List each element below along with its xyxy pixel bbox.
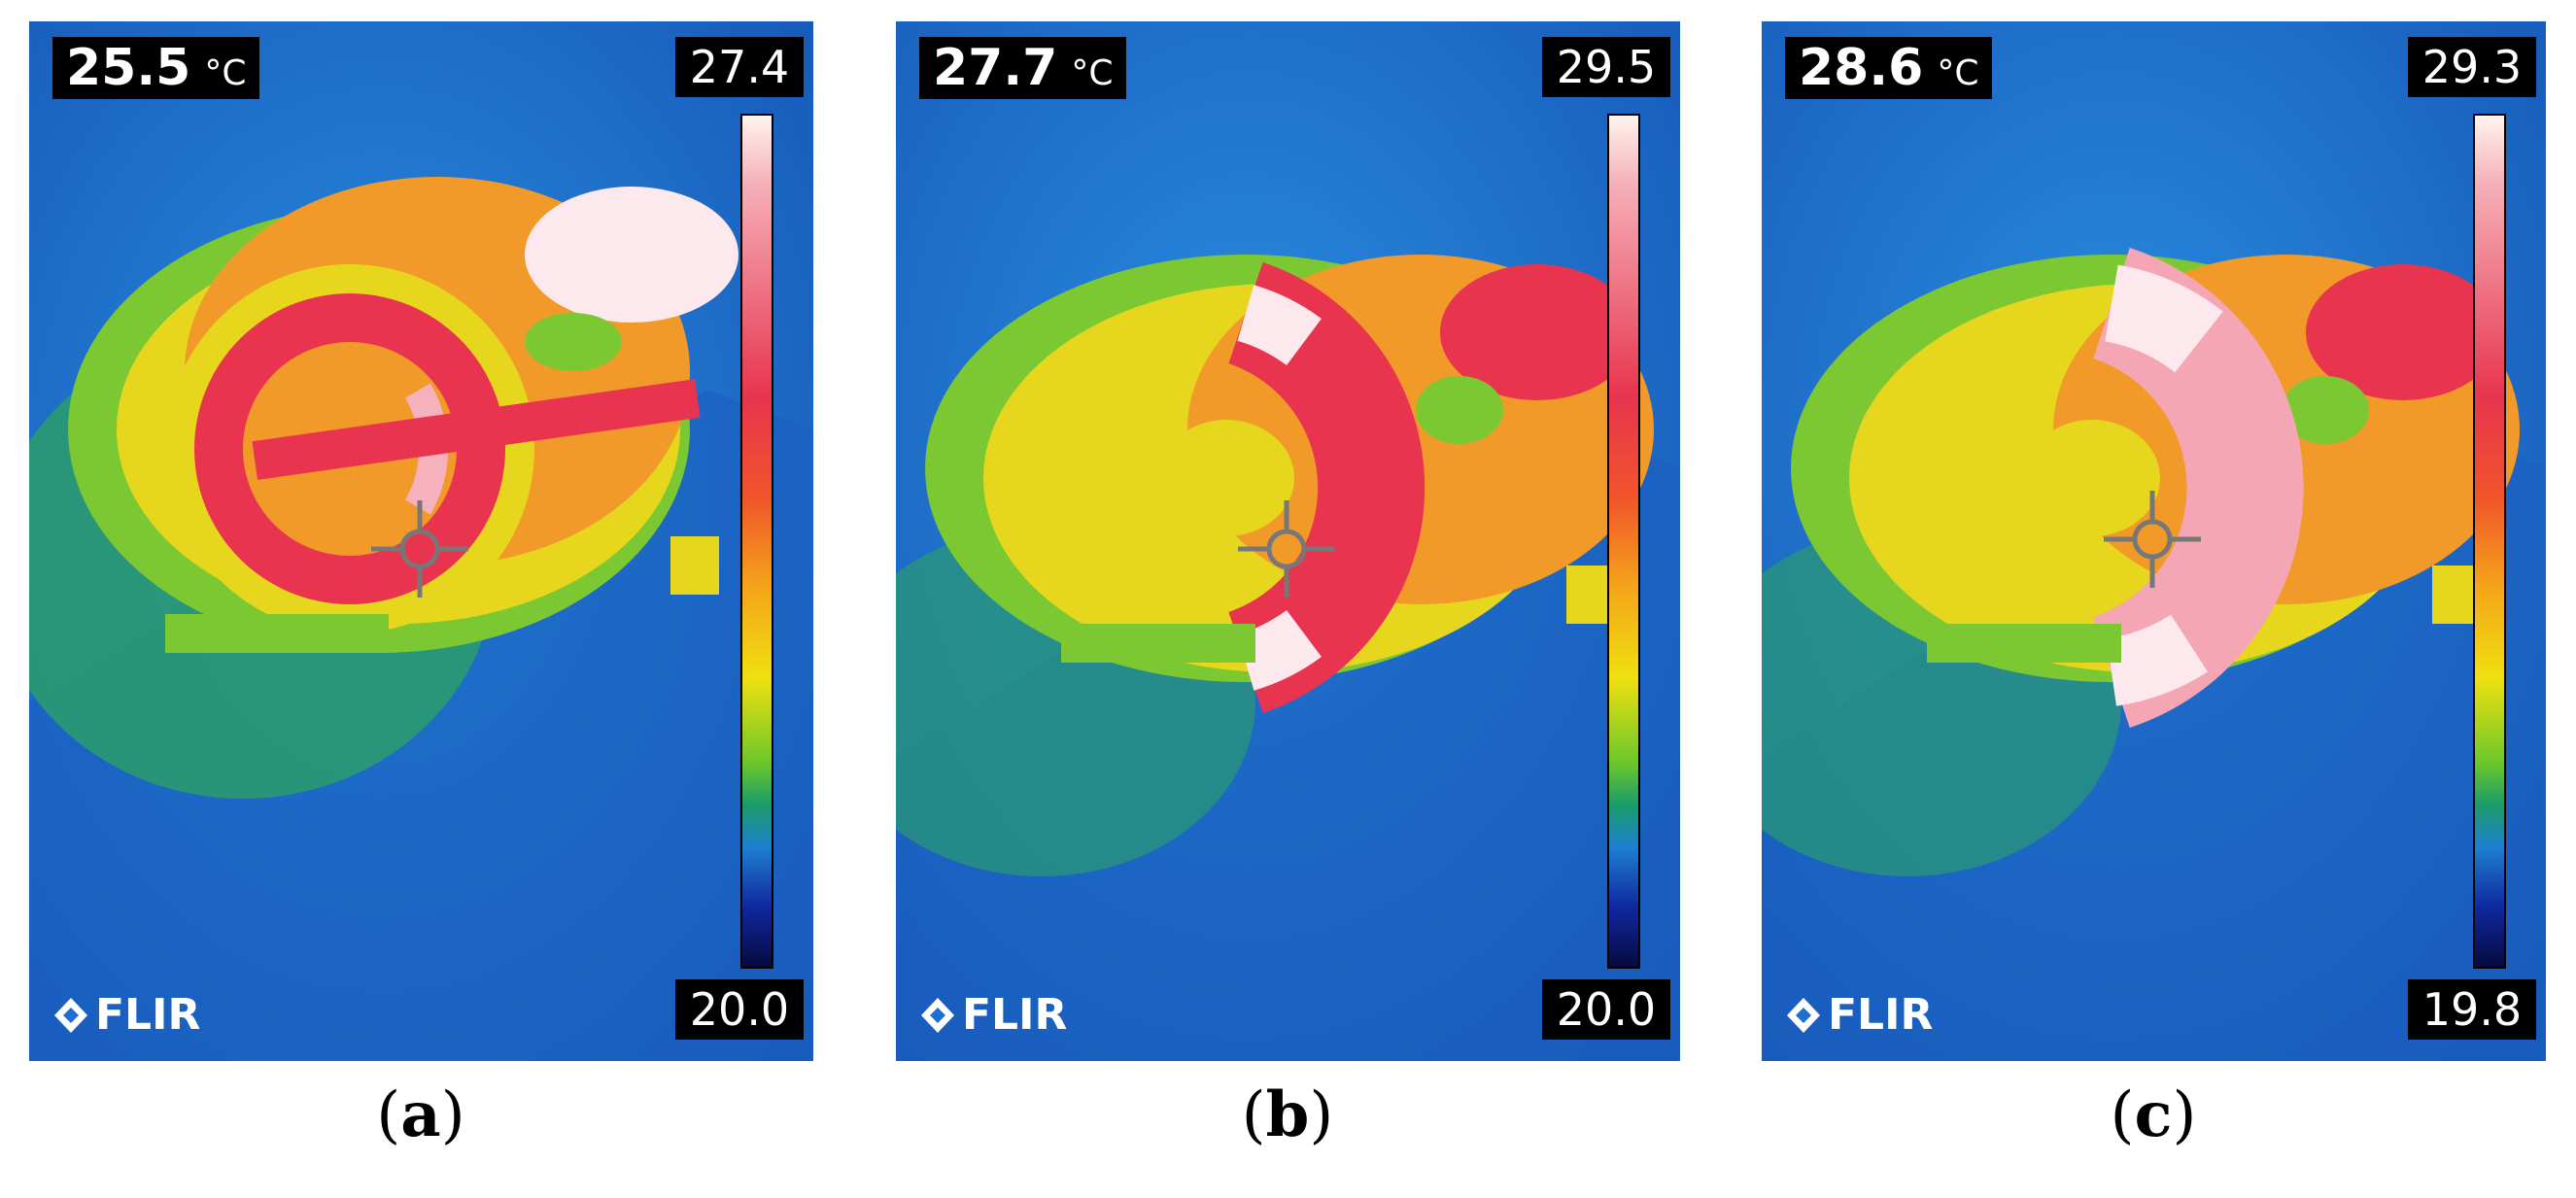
flir-logo-text: FLIR [95, 990, 201, 1040]
crosshair-icon [371, 500, 468, 598]
scale-min-value: 20.0 [1542, 979, 1670, 1040]
flir-logo: FLIR [1785, 990, 1933, 1040]
spot-temperature-readout: 28.6 °C [1785, 37, 1993, 99]
caption-letter: b [1265, 1078, 1310, 1151]
scale-min-value: 20.0 [675, 979, 804, 1040]
crosshair-icon [2104, 491, 2201, 588]
thermal-image-b: 27.7 °C 29.5 20.0 FLIR [896, 21, 1680, 1061]
caption-b: (b) [1241, 1078, 1334, 1151]
caption-letter: c [2134, 1078, 2173, 1151]
spot-temperature-readout: 25.5 °C [52, 37, 260, 99]
temperature-unit: °C [1071, 53, 1114, 93]
scale-min-value: 19.8 [2408, 979, 2536, 1040]
flir-logo-text: FLIR [1828, 990, 1934, 1040]
color-scale-bar [1607, 114, 1640, 969]
thermal-image-c: 28.6 °C 29.3 19.8 FLIR [1762, 21, 2546, 1061]
thermal-image-a: 25.5 °C 27.4 20.0 FLIR [29, 21, 813, 1061]
flir-logo-icon [1787, 997, 1820, 1033]
caption-letter: a [400, 1078, 441, 1151]
temperature-unit: °C [204, 53, 247, 93]
flir-logo-text: FLIR [962, 990, 1068, 1040]
flir-logo-icon [921, 997, 954, 1033]
thermal-scene-b [896, 21, 1680, 1061]
spot-temperature-value: 25.5 [66, 39, 191, 97]
flir-logo-icon [54, 997, 87, 1033]
thermal-scene-c [1762, 21, 2546, 1061]
caption-c: (c) [2110, 1078, 2197, 1151]
crosshair-icon [1238, 500, 1335, 598]
scale-max-value: 29.3 [2408, 37, 2536, 97]
spot-temperature-value: 27.7 [933, 39, 1058, 97]
thermal-scene-a [29, 21, 813, 1061]
color-scale-bar [740, 114, 773, 969]
color-scale-bar [2473, 114, 2506, 969]
scale-max-value: 27.4 [675, 37, 804, 97]
temperature-unit: °C [1937, 53, 1979, 93]
spot-temperature-readout: 27.7 °C [919, 37, 1127, 99]
flir-logo: FLIR [919, 990, 1067, 1040]
scale-max-value: 29.5 [1542, 37, 1670, 97]
caption-a: (a) [376, 1078, 465, 1151]
flir-logo: FLIR [52, 990, 200, 1040]
spot-temperature-value: 28.6 [1799, 39, 1924, 97]
